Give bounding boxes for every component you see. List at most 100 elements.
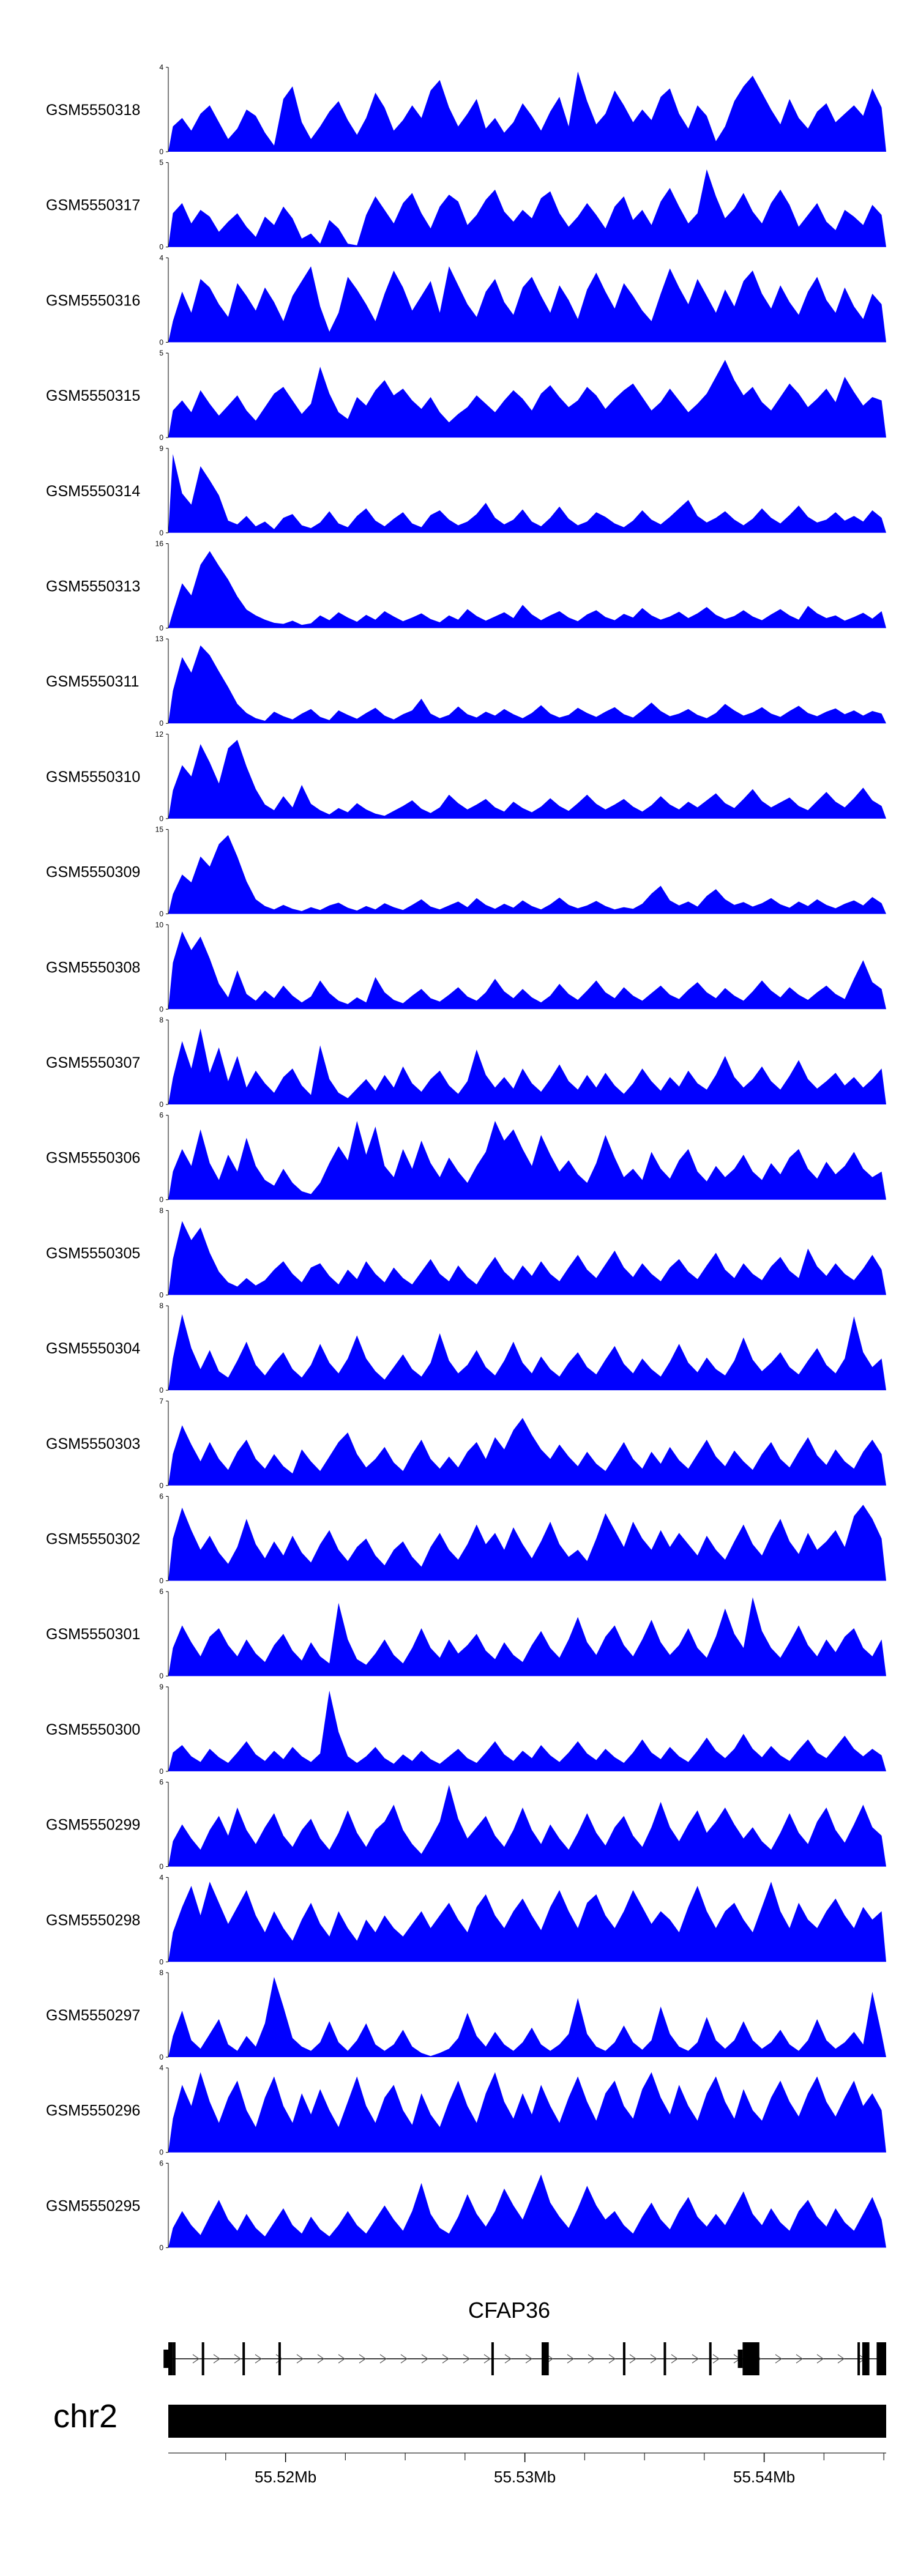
track-GSM5550298: GSM5550298 4 0 [46, 1873, 886, 1966]
strand-arrow [588, 2354, 595, 2364]
y-min-label: 0 [159, 243, 163, 251]
track-label: GSM5550301 [46, 1626, 140, 1643]
track-GSM5550297: GSM5550297 8 0 [46, 1968, 886, 2061]
coverage-area [168, 1976, 886, 2057]
coverage-area [168, 71, 886, 152]
track-GSM5550310: GSM5550310 12 0 [46, 730, 886, 823]
strand-arrow [483, 2354, 491, 2364]
track-label: GSM5550298 [46, 1912, 140, 1929]
coverage-area [168, 1314, 886, 1391]
coverage-area [168, 1221, 886, 1295]
strand-arrow [359, 2354, 367, 2364]
y-min-label: 0 [159, 1672, 163, 1680]
y-max-label: 8 [159, 1016, 163, 1024]
y-min-label: 0 [159, 1863, 163, 1871]
axis-tick-label: 55.52Mb [255, 2468, 316, 2486]
coverage-area [168, 551, 886, 628]
strand-arrow [338, 2354, 346, 2364]
y-max-label: 16 [155, 540, 164, 548]
coverage-area [168, 1505, 886, 1581]
track-GSM5550307: GSM5550307 8 0 [46, 1016, 886, 1109]
y-max-label: 10 [155, 920, 164, 929]
track-label: GSM5550308 [46, 959, 140, 976]
coverage-area [168, 2072, 886, 2153]
gene-exon [542, 2342, 549, 2375]
gene-exon [622, 2342, 625, 2375]
strand-arrow [234, 2354, 242, 2364]
track-label: GSM5550314 [46, 483, 140, 500]
track-GSM5550299: GSM5550299 6 0 [46, 1778, 886, 1871]
y-max-label: 8 [159, 1301, 163, 1310]
y-min-label: 0 [159, 1386, 163, 1394]
coverage-area [168, 1785, 886, 1867]
y-max-label: 6 [159, 2159, 163, 2167]
y-max-label: 8 [159, 1206, 163, 1215]
y-max-label: 4 [159, 253, 163, 262]
y-max-label: 5 [159, 158, 163, 167]
track-label: GSM5550297 [46, 2007, 140, 2024]
gene-exon [709, 2342, 712, 2375]
track-label: GSM5550309 [46, 864, 140, 881]
gene-track: CFAP36 [163, 2298, 886, 2375]
strand-arrow [255, 2354, 263, 2364]
coverage-area [168, 1882, 886, 1962]
axis-tick-label: 55.54Mb [733, 2468, 795, 2486]
strand-arrow [296, 2354, 304, 2364]
coverage-tracks: GSM555031840GSM555031750GSM555031640GSM5… [46, 63, 886, 2252]
strand-arrow [796, 2354, 804, 2364]
track-GSM5550306: GSM5550306 6 0 [46, 1111, 886, 1204]
coverage-area [168, 1597, 886, 1677]
y-min-label: 0 [159, 1767, 163, 1776]
strand-arrow [463, 2354, 471, 2364]
track-label: GSM5550315 [46, 387, 140, 404]
strand-arrow [504, 2354, 512, 2364]
coverage-area [168, 1028, 886, 1104]
strand-arrow [712, 2354, 720, 2364]
track-label: GSM5550304 [46, 1340, 140, 1357]
track-GSM5550311: GSM5550311 13 0 [46, 635, 886, 728]
chromosome-bar [168, 2405, 886, 2438]
track-label: GSM5550317 [46, 197, 140, 214]
track-label: GSM5550318 [46, 102, 140, 119]
coverage-area [168, 360, 886, 438]
gene-exon [876, 2342, 886, 2375]
coverage-area [168, 1691, 886, 1771]
y-max-label: 7 [159, 1397, 163, 1405]
y-max-label: 6 [159, 1587, 163, 1596]
track-GSM5550301: GSM5550301 6 0 [46, 1587, 886, 1680]
strand-arrow [275, 2354, 283, 2364]
y-max-label: 6 [159, 1778, 163, 1787]
y-max-label: 13 [155, 635, 164, 643]
chromosome-label: chr2 [53, 2398, 118, 2435]
coverage-area [168, 931, 886, 1010]
strand-arrow [442, 2354, 450, 2364]
track-label: GSM5550300 [46, 1721, 140, 1738]
strand-arrow [608, 2354, 616, 2364]
coverage-area [168, 454, 886, 533]
gene-exon [242, 2342, 245, 2375]
gene-utr [163, 2350, 171, 2368]
y-min-label: 0 [159, 910, 163, 918]
gene-exon [663, 2342, 666, 2375]
y-max-label: 4 [159, 2064, 163, 2072]
y-min-label: 0 [159, 2148, 163, 2157]
strand-arrow [775, 2354, 783, 2364]
y-max-label: 9 [159, 1683, 163, 1691]
gene-exon [857, 2342, 860, 2375]
track-GSM5550317: GSM5550317 5 0 [46, 158, 886, 251]
track-label: GSM5550296 [46, 2102, 140, 2120]
y-max-label: 6 [159, 1492, 163, 1501]
strand-arrow [525, 2354, 533, 2364]
y-min-label: 0 [159, 529, 163, 537]
track-label: GSM5550303 [46, 1435, 140, 1453]
gene-exon [201, 2342, 204, 2375]
track-label: GSM5550306 [46, 1150, 140, 1167]
chromosome-track: chr2 [53, 2398, 886, 2438]
strand-arrow [650, 2354, 658, 2364]
y-min-label: 0 [159, 1290, 163, 1299]
strand-arrow [213, 2354, 221, 2364]
coverage-area [168, 169, 886, 247]
y-min-label: 0 [159, 719, 163, 728]
y-min-label: 0 [159, 624, 163, 633]
